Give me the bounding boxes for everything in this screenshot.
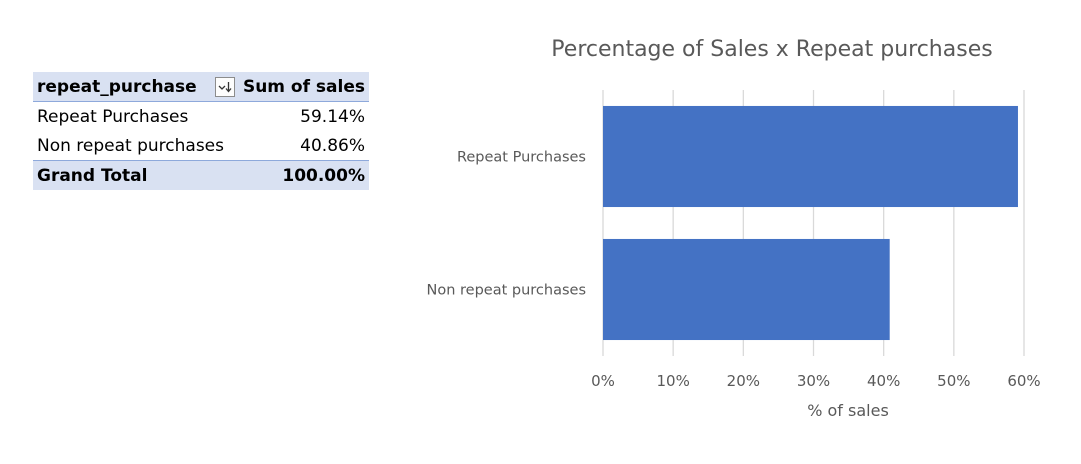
category-label: Non repeat purchases (427, 283, 587, 299)
pivot-grand-total-label: Grand Total (33, 161, 235, 191)
bars (603, 106, 1018, 340)
bar-non-repeat-purchases[interactable] (603, 239, 890, 340)
x-axis-title: % of sales (807, 401, 889, 420)
bar-chart-canvas: Percentage of Sales x Repeat purchases R… (400, 20, 1081, 440)
pivot-row-label-text: repeat_purchase (37, 77, 197, 97)
pivot-grand-total-row: Grand Total 100.00% (33, 161, 369, 191)
pivot-row-label-header: repeat_purchase (33, 72, 235, 102)
pivot-row-value: 59.14% (235, 102, 369, 132)
x-tick-label: 60% (1007, 372, 1040, 390)
x-tick-label: 10% (656, 372, 689, 390)
chart-title: Percentage of Sales x Repeat purchases (551, 37, 992, 62)
pivot-row-label: Non repeat purchases (33, 131, 235, 161)
pivot-value-header: Sum of sales (235, 72, 369, 102)
pivot-table: repeat_purchase Sum of sales Repeat Purc… (33, 72, 369, 190)
pivot-row: Repeat Purchases 59.14% (33, 102, 369, 132)
category-labels: Repeat Purchases Non repeat purchases (427, 150, 587, 299)
x-tick-label: 30% (797, 372, 830, 390)
pivot-row-value: 40.86% (235, 131, 369, 161)
pivot-grand-total-value: 100.00% (235, 161, 369, 191)
pivot-row: Non repeat purchases 40.86% (33, 131, 369, 161)
pivot-header-row: repeat_purchase Sum of sales (33, 72, 369, 102)
pivot-row-label: Repeat Purchases (33, 102, 235, 132)
sort-filter-button[interactable] (215, 77, 235, 97)
bar-repeat-purchases[interactable] (603, 106, 1018, 207)
x-tick-label: 0% (591, 372, 615, 390)
x-axis-tick-labels: 0% 10% 20% 30% 40% 50% 60% (591, 372, 1041, 390)
x-tick-label: 40% (867, 372, 900, 390)
bar-chart[interactable]: Percentage of Sales x Repeat purchases R… (400, 20, 1081, 440)
sort-descending-filter-icon (217, 80, 233, 94)
x-tick-label: 50% (937, 372, 970, 390)
x-tick-label: 20% (727, 372, 760, 390)
category-label: Repeat Purchases (457, 150, 586, 166)
